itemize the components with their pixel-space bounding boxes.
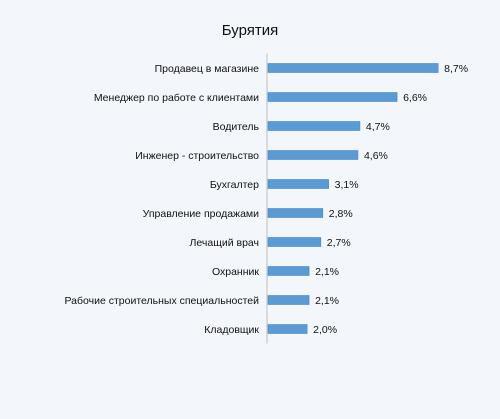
chart-title: Бурятия — [222, 22, 279, 39]
bar — [267, 208, 324, 218]
bar — [267, 92, 398, 102]
category-label: Рабочие строительных специальностей — [65, 295, 260, 307]
bar — [267, 324, 308, 334]
category-label: Менеджер по работе с клиентами — [94, 92, 259, 104]
value-label: 4,6% — [364, 150, 388, 162]
category-label: Охранник — [212, 266, 259, 278]
category-label: Кладовщик — [204, 324, 259, 336]
bar — [267, 150, 359, 160]
value-label: 2,7% — [327, 237, 351, 249]
category-label: Бухгалтер — [210, 179, 259, 191]
value-label: 2,8% — [329, 208, 353, 220]
bar — [267, 63, 439, 73]
bar — [267, 179, 329, 189]
category-label: Управление продажами — [143, 208, 259, 220]
bar — [267, 295, 310, 305]
value-label: 4,7% — [366, 121, 390, 133]
bar — [267, 121, 361, 131]
value-label: 3,1% — [335, 179, 359, 191]
bar — [267, 237, 322, 247]
value-label: 6,6% — [403, 92, 427, 104]
category-label: Инженер - строительство — [135, 150, 259, 162]
value-label: 8,7% — [444, 63, 468, 75]
category-label: Водитель — [213, 121, 260, 133]
value-label: 2,1% — [315, 295, 339, 307]
value-label: 2,0% — [313, 324, 337, 336]
bars-group: Продавец в магазине 8,7% Менеджер по работ… — [65, 63, 469, 336]
bar — [267, 266, 310, 276]
value-label: 2,1% — [315, 266, 339, 278]
category-label: Продавец в магазине — [155, 63, 260, 75]
category-label: Лечащий врач — [190, 237, 259, 249]
